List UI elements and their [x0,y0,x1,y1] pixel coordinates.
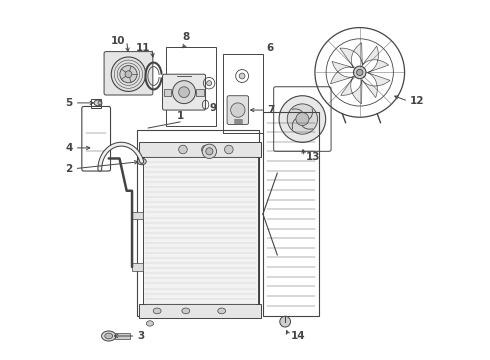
FancyBboxPatch shape [104,51,153,95]
Bar [166,47,216,126]
Ellipse shape [137,158,146,165]
Polygon shape [362,46,389,72]
Circle shape [296,113,309,126]
Circle shape [353,66,366,79]
Bar [164,89,171,96]
Circle shape [206,148,213,155]
Ellipse shape [105,333,113,339]
Circle shape [202,144,217,158]
Ellipse shape [153,308,161,314]
Circle shape [120,66,137,83]
Text: 11: 11 [135,43,150,53]
Text: 8: 8 [183,32,190,42]
Text: 5: 5 [66,98,73,108]
Text: 10: 10 [110,36,125,46]
Bar [132,212,143,219]
Text: 9: 9 [210,103,217,113]
Bar [115,333,129,339]
Circle shape [111,57,146,91]
Circle shape [287,104,318,134]
Bar [132,264,143,271]
Circle shape [224,145,233,154]
Bar [263,112,318,316]
Text: 6: 6 [267,43,274,53]
Text: 3: 3 [137,331,145,341]
Circle shape [201,145,210,154]
Ellipse shape [101,331,116,341]
Polygon shape [341,77,362,104]
Text: 13: 13 [306,152,320,162]
Bar [139,142,261,157]
Circle shape [207,81,212,86]
Text: 12: 12 [410,96,424,106]
Bar [143,157,258,304]
Circle shape [239,73,245,79]
Polygon shape [331,62,354,84]
Circle shape [172,81,196,104]
Circle shape [179,87,190,98]
Bar [139,304,261,318]
Text: 2: 2 [66,164,73,174]
Circle shape [280,316,291,327]
Text: 14: 14 [291,331,305,341]
Ellipse shape [218,308,225,314]
Ellipse shape [147,321,153,326]
Polygon shape [362,72,390,98]
Bar [223,54,263,134]
Circle shape [125,71,132,78]
Circle shape [357,69,363,76]
Ellipse shape [98,101,101,105]
FancyBboxPatch shape [227,96,248,125]
Ellipse shape [94,100,102,106]
Circle shape [179,145,187,154]
Bar [91,99,101,108]
Text: 7: 7 [267,105,274,115]
Ellipse shape [182,308,190,314]
Bar [137,130,259,316]
FancyBboxPatch shape [163,74,205,110]
Polygon shape [340,43,362,68]
Text: 1: 1 [176,111,184,121]
Bar [196,89,204,96]
Text: 4: 4 [66,143,73,153]
Circle shape [279,96,326,142]
Circle shape [231,103,245,117]
